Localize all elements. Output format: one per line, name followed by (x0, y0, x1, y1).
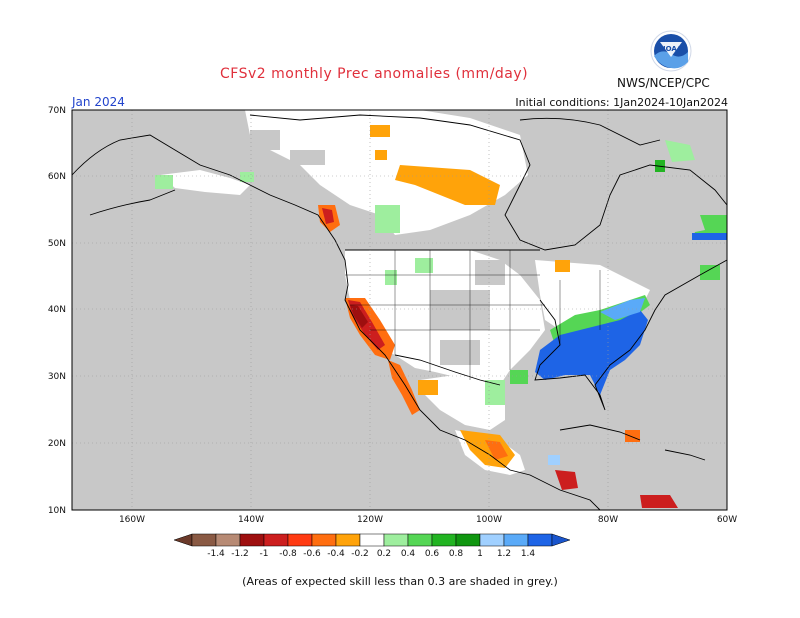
colorbar-arrow-high (551, 533, 571, 547)
colorbar-label: -1.2 (231, 549, 249, 559)
lat-label: 20N (48, 439, 66, 449)
lon-label: 100W (476, 515, 502, 525)
agency-label: NWS/NCEP/CPC (617, 76, 710, 90)
lon-label: 80W (598, 515, 618, 525)
map-frame (71, 109, 728, 511)
lon-label: 160W (119, 515, 145, 525)
colorbar-swatch (455, 533, 481, 547)
state-borders (345, 250, 601, 380)
logo-text: NOAA (660, 45, 683, 53)
lon-labels: 160W 140W 120W 100W 80W 60W (119, 515, 737, 525)
colorbar-label: 1.2 (497, 549, 511, 559)
colorbar-label: 0.6 (425, 549, 440, 559)
colorbar-label: -0.2 (351, 549, 369, 559)
colorbar-swatch (335, 533, 361, 547)
initial-conditions: Initial conditions: 1Jan2024-10Jan2024 (515, 96, 728, 109)
colorbar-label: -1 (260, 549, 269, 559)
colorbar-labels: -1.4 -1.2 -1 -0.8 -0.6 -0.4 -0.2 0.2 0.4 0.6 0.8 1 1… (207, 549, 535, 559)
lat-label: 70N (48, 106, 66, 116)
colorbar-swatch (311, 533, 337, 547)
colorbar-swatch (503, 533, 529, 547)
lon-label: 60W (717, 515, 737, 525)
low-skill-patches (170, 110, 505, 365)
lon-label: 120W (357, 515, 383, 525)
colorbar-label: -1.4 (207, 549, 225, 559)
lat-label: 60N (48, 172, 66, 182)
noaa-logo-icon: NOAA (650, 30, 692, 72)
colorbar-swatch (287, 533, 313, 547)
colorbar-swatch (191, 533, 217, 547)
lon-label: 140W (238, 515, 264, 525)
graticule (72, 110, 727, 510)
forecast-month: Jan 2024 (72, 95, 125, 109)
colorbar-swatch (479, 533, 505, 547)
colorbar (173, 533, 571, 547)
plot-area (71, 109, 728, 511)
map-title: CFSv2 monthly Prec anomalies (mm/day) (220, 66, 529, 82)
coastlines (71, 114, 728, 511)
colorbar-label: 0.2 (377, 549, 391, 559)
colorbar-swatch (407, 533, 433, 547)
lat-label: 30N (48, 372, 66, 382)
colorbar-swatch (383, 533, 409, 547)
colorbar-swatch (215, 533, 241, 547)
lat-labels: 70N 60N 50N 40N 30N 20N 10N (48, 106, 66, 516)
colorbar-label: 0.8 (449, 549, 464, 559)
skill-footnote: (Areas of expected skill less than 0.3 a… (242, 575, 558, 588)
colorbar-label: -0.4 (327, 549, 345, 559)
colorbar-label: -0.8 (279, 549, 297, 559)
colorbar-label: 1.4 (521, 549, 536, 559)
colorbar-label: 0.4 (401, 549, 416, 559)
colorbar-arrow-low (173, 533, 193, 547)
colorbar-swatch (431, 533, 457, 547)
colorbar-swatch (527, 533, 553, 547)
lat-label: 40N (48, 305, 66, 315)
colorbar-swatch (359, 533, 385, 547)
colorbar-swatch (239, 533, 265, 547)
lat-label: 10N (48, 506, 66, 516)
colorbar-label: 1 (477, 549, 483, 559)
colorbar-swatch (263, 533, 289, 547)
lat-label: 50N (48, 239, 66, 249)
colorbar-label: -0.6 (303, 549, 321, 559)
